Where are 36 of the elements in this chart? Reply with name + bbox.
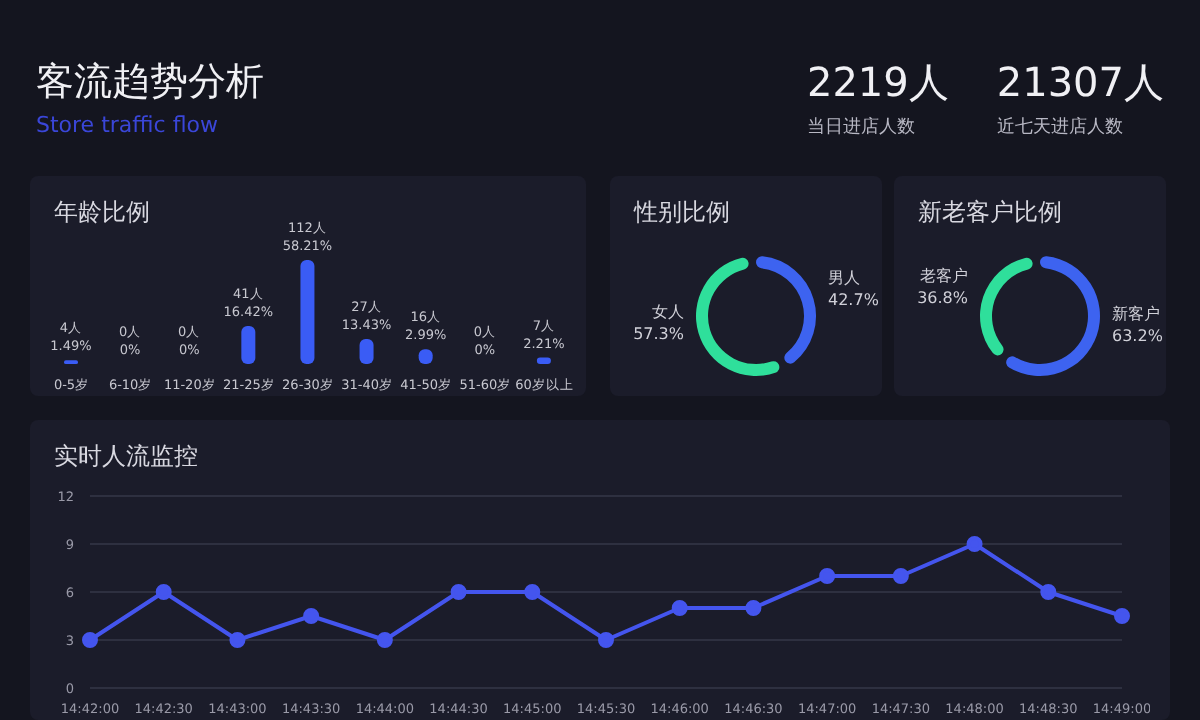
point [892,568,909,584]
point [1114,608,1130,624]
point [376,632,393,648]
point [82,632,98,648]
data-label: 42.7% [828,290,880,309]
text: Store traffic flow [36,112,218,138]
slice-label: 男人 [828,268,860,287]
point [524,584,541,600]
point [303,608,320,624]
data-label: 36.8% [917,288,969,307]
point [598,632,614,648]
chart-title: 实时人流监控 [54,440,198,474]
slice-label: 女人 [652,303,684,322]
text: 当日进店人数 [806,115,917,140]
text: 21307人 [996,56,1164,110]
slice-label: 老客户 [920,266,968,285]
point [1040,584,1057,600]
bar [359,338,374,364]
point [966,536,983,552]
point [745,600,762,616]
text: 近七天进店人数 [996,115,1125,140]
text: 客流趋势分析 [36,58,264,108]
chart-title: 年龄比例 [54,196,150,230]
data-label: 57.3% [633,325,685,344]
bar [241,325,256,364]
point [155,584,172,600]
slice-label: 新客户 [1112,305,1160,324]
point [229,632,246,648]
text: 2219人 [806,56,949,110]
point [819,568,836,584]
point [450,584,467,600]
point [671,600,688,616]
chart-title: 性别比例 [634,196,730,230]
chart-title: 新老客户比例 [918,196,1062,230]
data-label: 63.2% [1112,327,1164,346]
bar [300,260,315,364]
